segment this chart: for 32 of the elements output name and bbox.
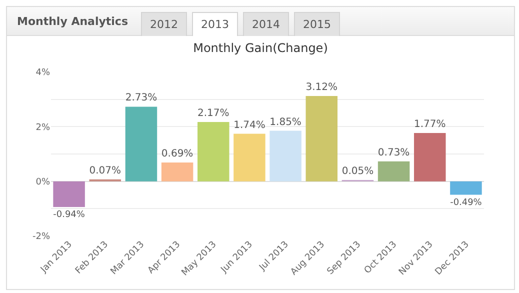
data-label: 1.85%: [270, 116, 302, 128]
text: 2013: [192, 12, 238, 37]
data-label: 3.12%: [306, 82, 338, 94]
bar: [234, 134, 266, 182]
y-tick-label: 0%: [36, 177, 50, 188]
bar: [161, 162, 194, 182]
text: 2012: [141, 12, 187, 36]
y-tick-label: 2%: [36, 122, 50, 133]
data-label: 1.77%: [414, 118, 446, 130]
bar: [414, 132, 446, 182]
data-label: 1.74%: [234, 120, 266, 131]
text: 2015: [294, 12, 340, 36]
data-label: 0.05%: [342, 166, 374, 177]
y-tick-label: 4%: [36, 68, 50, 78]
data-label: -0.49%: [450, 198, 482, 208]
bar: [198, 122, 230, 182]
bar: [125, 106, 158, 182]
data-label: 0.69%: [161, 148, 194, 160]
data-label: 2.17%: [198, 108, 230, 120]
bar: [270, 130, 302, 182]
data-label: 0.73%: [378, 147, 410, 158]
text: Monthly Analytics: [17, 15, 128, 28]
bar: [450, 181, 482, 195]
text: 2014: [243, 12, 289, 36]
data-label: 0.07%: [89, 165, 121, 176]
bar: [53, 181, 85, 208]
chart-title: Monthly Gain(Change): [193, 40, 328, 55]
y-tick-label: -2%: [32, 232, 50, 242]
bar: [378, 161, 410, 182]
data-label: -0.94%: [53, 210, 86, 220]
data-label: 2.73%: [125, 92, 158, 104]
bar: [306, 96, 338, 182]
